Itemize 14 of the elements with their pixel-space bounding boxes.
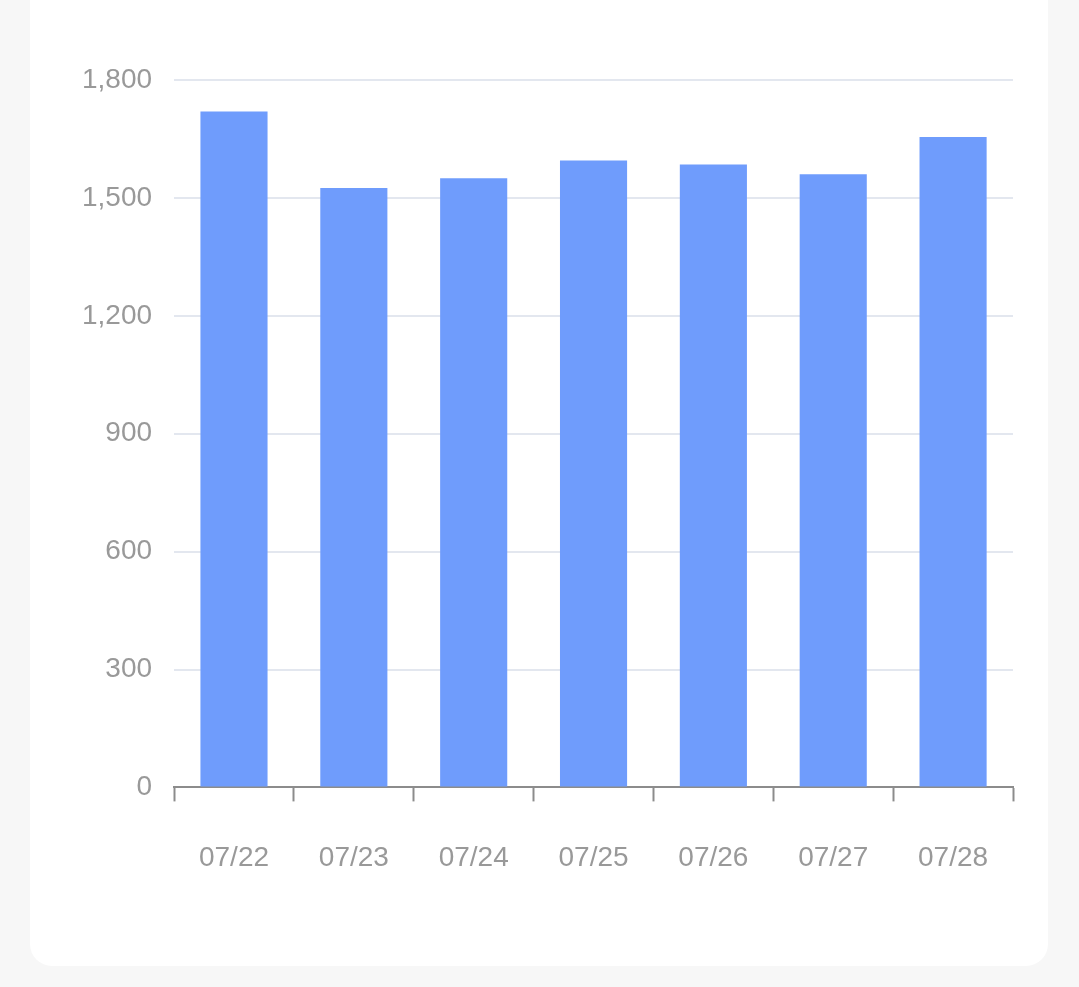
x-tick-label: 07/25 (558, 840, 629, 872)
x-tick-label: 07/26 (678, 840, 749, 872)
x-tick-label: 07/24 (438, 840, 509, 872)
x-tick-label: 07/28 (918, 840, 989, 872)
x-tick-label: 07/23 (318, 840, 389, 872)
y-tick-label: 0 (136, 770, 153, 802)
x-tick-label: 07/22 (198, 840, 270, 872)
y-tick-label: 1,800 (81, 62, 153, 94)
y-tick-label: 600 (105, 534, 153, 566)
y-tick-label: 300 (105, 652, 153, 684)
y-tick-label: 900 (105, 416, 153, 448)
y-tick-label: 1,500 (81, 180, 153, 212)
y-tick-label: 1,200 (81, 298, 153, 330)
x-tick-label: 07/27 (798, 840, 869, 872)
